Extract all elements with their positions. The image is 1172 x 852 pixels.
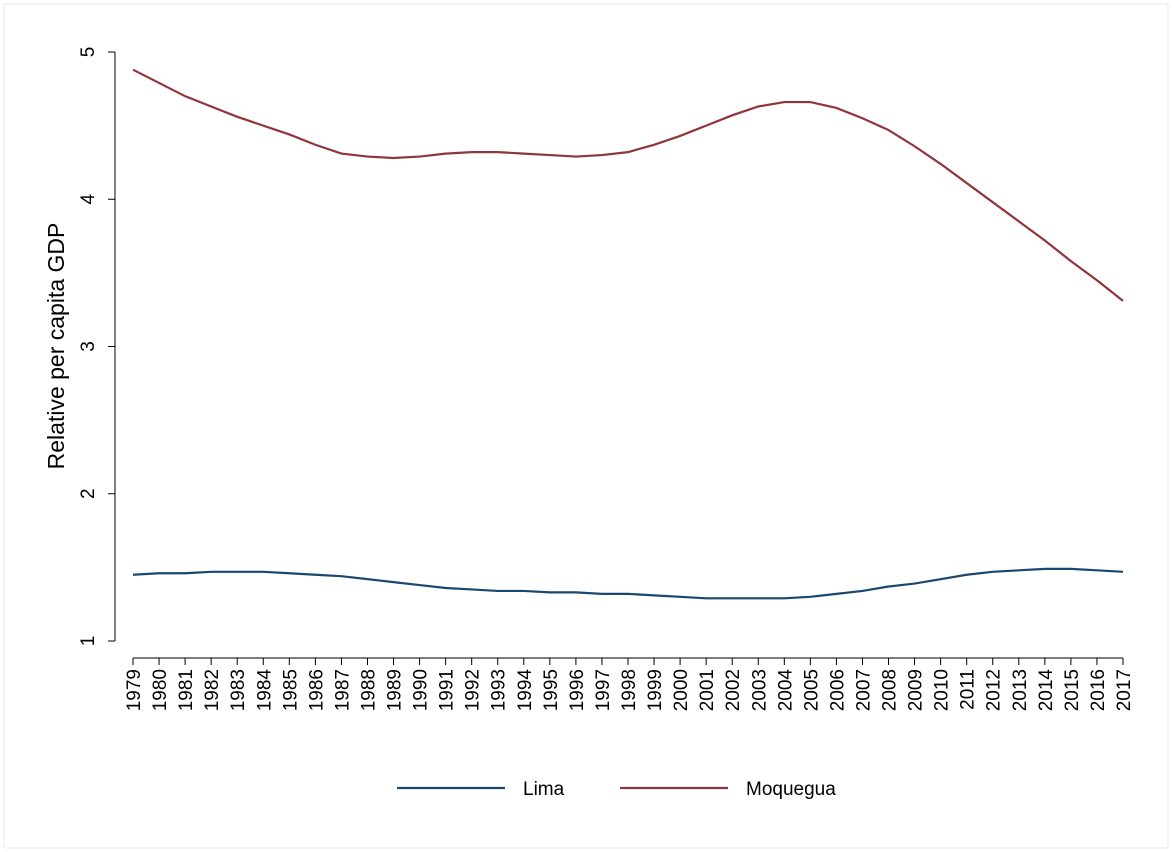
x-tick-label: 2003	[749, 669, 770, 711]
x-tick-label: 2000	[671, 669, 692, 711]
x-tick-label: 1992	[463, 669, 484, 711]
legend-label: Moquegua	[746, 779, 836, 800]
x-tick-label: 1989	[385, 669, 406, 711]
y-tick-label: 1	[78, 636, 99, 647]
x-tick-label: 1985	[280, 669, 301, 711]
y-axis-label: Relative per capita GDP	[43, 223, 69, 470]
x-tick-label: 1998	[619, 669, 640, 711]
legend-label: Lima	[523, 779, 565, 800]
y-tick-label: 5	[78, 47, 99, 58]
x-tick-label: 1990	[411, 669, 432, 711]
x-tick-label: 2007	[853, 669, 874, 711]
x-tick-label: 1984	[254, 669, 275, 712]
x-tick-label: 1996	[567, 669, 588, 711]
series-line	[132, 68, 1124, 302]
x-tick-label: 2009	[906, 669, 927, 711]
x-tick-label: 1993	[489, 669, 510, 711]
x-tick-label: 2014	[1036, 669, 1057, 712]
x-tick-label: 1980	[150, 669, 171, 711]
x-tick-label: 1981	[176, 669, 197, 711]
x-tick-label: 2016	[1088, 669, 1109, 711]
x-tick-label: 1979	[124, 669, 145, 711]
x-tick-label: 1982	[202, 669, 223, 711]
x-tick-label: 1999	[645, 669, 666, 711]
y-tick-label: 3	[78, 341, 99, 352]
x-tick-label: 1997	[593, 669, 614, 711]
x-tick-label: 2010	[932, 669, 953, 711]
x-tick-label: 2015	[1062, 669, 1083, 711]
x-tick-label: 2011	[958, 669, 979, 710]
graph-region	[3, 3, 1169, 849]
x-tick-label: 2017	[1114, 669, 1135, 711]
y-tick-label: 4	[78, 194, 99, 205]
x-tick-label: 1983	[228, 669, 249, 711]
x-tick-label: 2002	[723, 669, 744, 711]
x-tick-label: 2001	[697, 669, 718, 711]
y-tick-label: 2	[78, 488, 99, 499]
x-tick-label: 2004	[775, 669, 796, 712]
x-tick-label: 2008	[880, 669, 901, 711]
x-tick-label: 2013	[1010, 669, 1031, 711]
x-tick-label: 1995	[541, 669, 562, 711]
x-tick-label: 2012	[984, 669, 1005, 711]
x-tick-label: 1991	[437, 669, 458, 711]
x-tick-label: 1987	[332, 669, 353, 711]
x-tick-label: 1986	[306, 669, 327, 711]
series-line	[132, 567, 1124, 600]
x-tick-label: 2006	[827, 669, 848, 711]
x-tick-label: 2005	[801, 669, 822, 711]
x-tick-label: 1988	[358, 669, 379, 711]
x-tick-label: 1994	[515, 669, 536, 712]
